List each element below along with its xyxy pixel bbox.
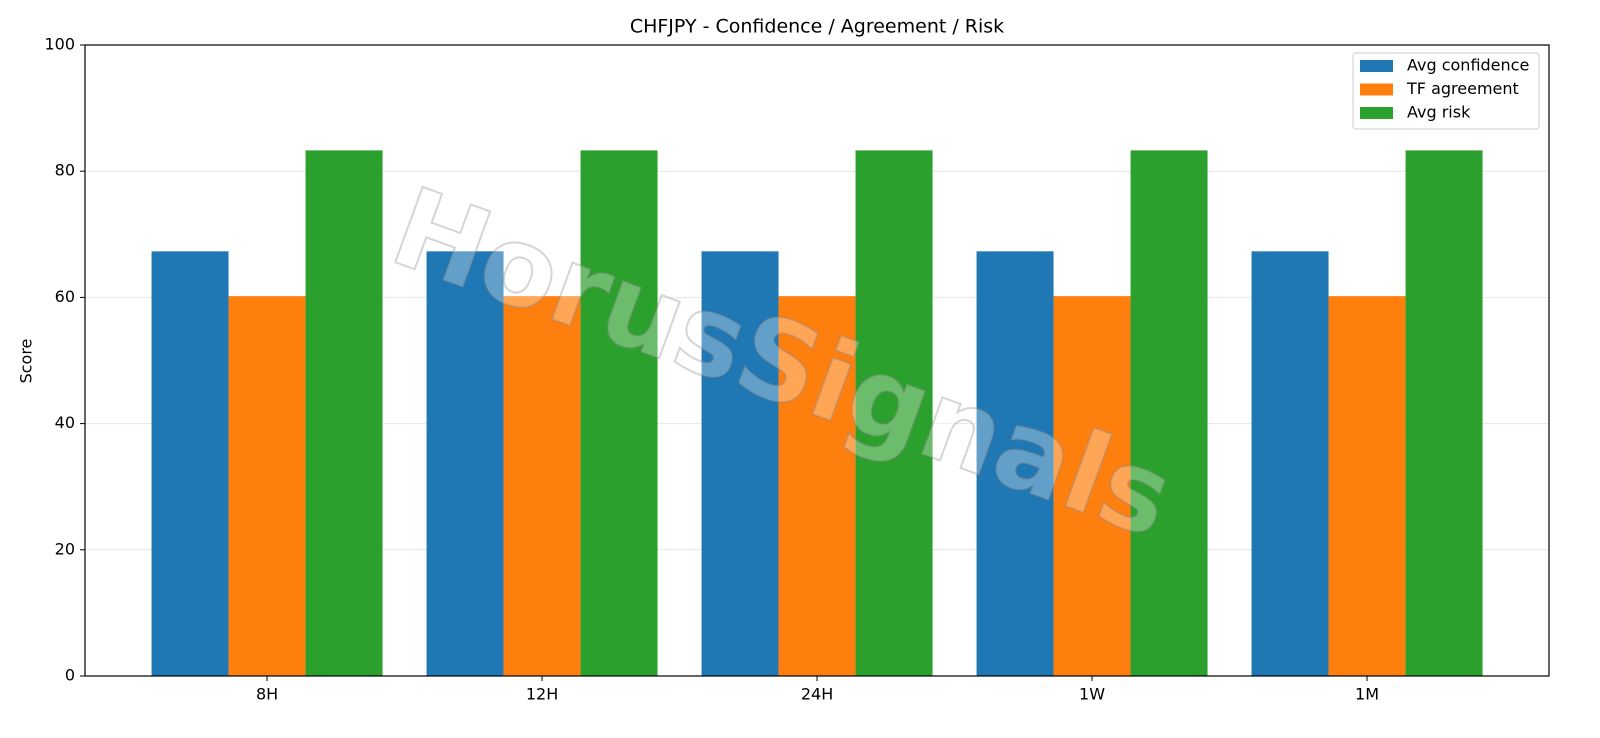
bar <box>1130 150 1208 676</box>
y-axis-label: Score <box>17 339 36 384</box>
bar <box>701 251 779 676</box>
x-tick-label: 1W <box>1079 685 1105 704</box>
legend-box <box>1352 52 1540 130</box>
bar <box>426 251 504 676</box>
x-tick-label: 12H <box>526 685 558 704</box>
plot-frame <box>84 44 1550 677</box>
bar <box>580 150 658 676</box>
x-tick-label: 24H <box>801 685 833 704</box>
legend-label: Avg confidence <box>1407 56 1529 75</box>
bar <box>1405 150 1483 676</box>
bar <box>1053 296 1131 676</box>
legend-swatch <box>1360 60 1393 72</box>
y-tick-label: 60 <box>55 287 75 306</box>
bar <box>976 251 1054 676</box>
bar <box>305 150 383 676</box>
legend-label: Avg risk <box>1407 103 1471 122</box>
y-tick-label: 0 <box>65 666 75 685</box>
bar <box>778 296 856 676</box>
bar <box>228 296 306 676</box>
chart-title: CHFJPY - Confidence / Agreement / Risk <box>630 16 1004 38</box>
x-tick-label: 1M <box>1355 685 1379 704</box>
bar <box>503 296 581 676</box>
legend: Avg confidence TF agreement Avg risk <box>1352 52 1540 130</box>
bar <box>855 150 933 676</box>
y-tick-label: 40 <box>55 413 75 432</box>
y-tick-label: 20 <box>55 539 75 558</box>
legend-label: TF agreement <box>1406 79 1519 98</box>
bar <box>1251 251 1329 676</box>
legend-swatch <box>1360 83 1393 96</box>
bar <box>1328 296 1406 676</box>
x-tick-label: 8H <box>256 685 278 704</box>
legend-swatch <box>1360 107 1393 119</box>
y-tick-label: 100 <box>44 35 75 54</box>
y-tick-label: 80 <box>55 161 75 180</box>
bar <box>151 251 229 676</box>
